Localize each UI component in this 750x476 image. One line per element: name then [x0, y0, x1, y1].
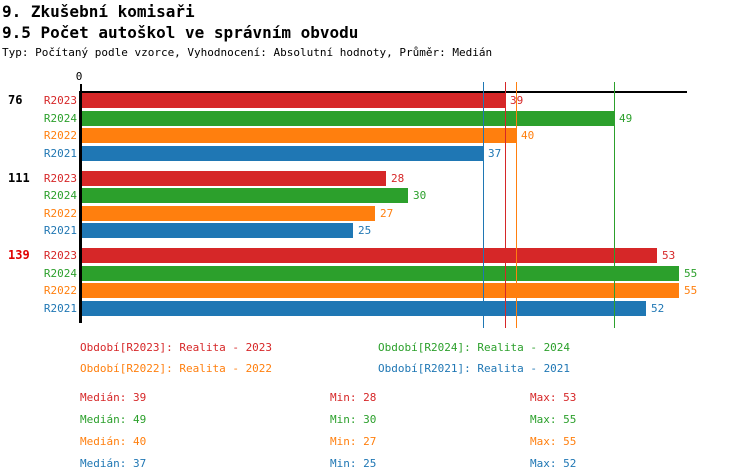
stats-row-r2023: Medián: 39 Min: 28 Max: 53 — [80, 391, 720, 405]
stat-max: Max: 55 — [530, 413, 577, 426]
group-label-76: 76 — [8, 93, 23, 107]
stat-median: Medián: 49 — [80, 413, 147, 426]
axis-tick — [80, 84, 82, 91]
bar-139-R2021[interactable] — [82, 300, 646, 316]
series-label-R2023: R2023 — [43, 94, 77, 107]
stat-median: Medián: 37 — [80, 457, 147, 470]
bar-value-label: 30 — [413, 189, 427, 202]
stats-row-r2024: Medián: 49 Min: 30 Max: 55 — [80, 413, 720, 427]
bar-111-R2023[interactable] — [82, 170, 386, 186]
series-label-R2021: R2021 — [43, 301, 77, 315]
series-label-R2024: R2024 — [43, 266, 77, 280]
chart-title: 9.5 Počet autoškol ve správním obvodu — [2, 23, 359, 42]
bar-76-R2021[interactable] — [82, 145, 483, 161]
series-label-R2024: R2024 — [43, 189, 77, 202]
stats-row-r2022: Medián: 40 Min: 27 Max: 55 — [80, 435, 720, 449]
series-label-R2022: R2022 — [43, 284, 77, 297]
legend-item-r2024: Období[R2024]: Realita - 2024 — [378, 341, 571, 354]
bar-value-label: 53 — [662, 249, 676, 262]
bar-value-label: 27 — [380, 206, 394, 220]
bar-76-R2022[interactable] — [82, 128, 516, 143]
stats-row-r2021: Medián: 37 Min: 25 Max: 52 — [80, 457, 720, 471]
axis-line-horizontal — [82, 91, 687, 93]
median-line-R2022 — [516, 82, 517, 328]
bar-value-label: 28 — [391, 171, 405, 185]
stat-max: Max: 55 — [530, 435, 577, 448]
stat-min: Min: 25 — [330, 457, 377, 470]
group-label-139: 139 — [8, 248, 30, 262]
report-section-title: 9. Zkušební komisaři — [2, 2, 195, 21]
stat-max: Max: 53 — [530, 391, 577, 404]
stat-min: Min: 30 — [330, 413, 377, 426]
axis-origin-label: 0 — [75, 70, 83, 83]
median-line-R2023 — [505, 82, 506, 328]
legend-item-r2023: Období[R2023]: Realita - 2023 — [80, 341, 273, 354]
group-label-111: 111 — [8, 170, 30, 185]
bar-111-R2021[interactable] — [82, 223, 353, 238]
bar-value-label: 55 — [684, 284, 698, 297]
bar-139-R2022[interactable] — [82, 283, 679, 298]
median-line-R2024 — [614, 82, 615, 328]
bar-value-label: 37 — [488, 146, 502, 160]
legend-item-r2021: Období[R2021]: Realita - 2021 — [378, 362, 571, 375]
chart-meta-line: Typ: Počítaný podle vzorce, Vyhodnocení:… — [2, 46, 493, 59]
series-label-R2021: R2021 — [43, 224, 77, 237]
series-label-R2021: R2021 — [43, 146, 77, 160]
bar-111-R2024[interactable] — [82, 188, 408, 203]
series-label-R2024: R2024 — [43, 111, 77, 125]
stat-median: Medián: 39 — [80, 391, 147, 404]
bar-value-label: 40 — [521, 129, 535, 142]
series-label-R2023: R2023 — [43, 171, 77, 185]
legend-item-r2022: Období[R2022]: Realita - 2022 — [80, 362, 273, 375]
bar-76-R2024[interactable] — [82, 110, 614, 126]
stat-max: Max: 52 — [530, 457, 577, 470]
stat-median: Medián: 40 — [80, 435, 147, 448]
median-line-R2021 — [483, 82, 484, 328]
bar-139-R2023[interactable] — [82, 248, 657, 263]
bar-76-R2023[interactable] — [82, 93, 505, 108]
bar-value-label: 55 — [684, 266, 698, 280]
bar-value-label: 49 — [619, 111, 633, 125]
bar-value-label: 25 — [358, 224, 372, 237]
stat-min: Min: 28 — [330, 391, 377, 404]
bar-111-R2022[interactable] — [82, 205, 375, 221]
stat-min: Min: 27 — [330, 435, 377, 448]
bar-value-label: 52 — [651, 301, 665, 315]
axis-line-vertical — [79, 91, 82, 323]
series-label-R2023: R2023 — [43, 249, 77, 262]
series-label-R2022: R2022 — [43, 206, 77, 220]
bar-139-R2024[interactable] — [82, 265, 679, 281]
series-label-R2022: R2022 — [43, 129, 77, 142]
